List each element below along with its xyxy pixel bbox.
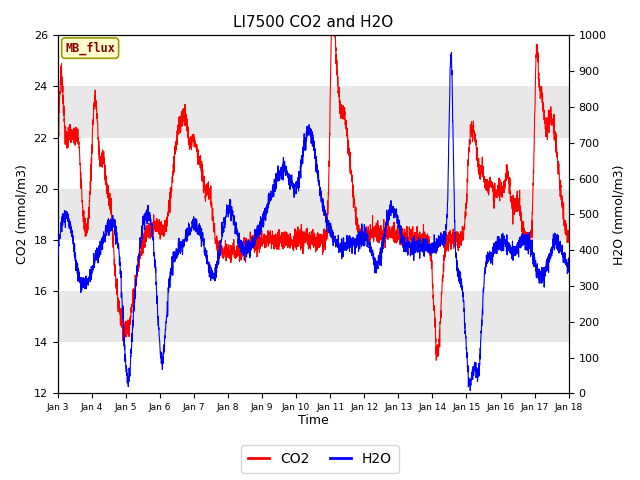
X-axis label: Time: Time: [298, 414, 328, 427]
Text: MB_flux: MB_flux: [65, 41, 115, 55]
Y-axis label: CO2 (mmol/m3): CO2 (mmol/m3): [15, 165, 28, 264]
CO2: [54, 157, 61, 163]
Bar: [58, 240, 569, 291]
Bar: [58, 291, 569, 342]
Y-axis label: H2O (mmol/m3): H2O (mmol/m3): [612, 164, 625, 264]
Bar: [58, 138, 569, 189]
H2O: [112, 231, 120, 237]
H2O: [250, 240, 257, 246]
CO2: [433, 358, 440, 363]
H2O: [142, 217, 150, 223]
Bar: [58, 86, 569, 138]
CO2: [112, 283, 120, 289]
Title: LI7500 CO2 and H2O: LI7500 CO2 and H2O: [233, 15, 393, 30]
H2O: [555, 250, 563, 256]
CO2: [250, 238, 257, 244]
Line: H2O: H2O: [58, 52, 569, 391]
Line: CO2: CO2: [58, 36, 569, 360]
CO2: [142, 239, 150, 244]
CO2: [272, 231, 280, 237]
Legend: CO2, H2O: CO2, H2O: [241, 445, 399, 473]
H2O: [447, 49, 455, 55]
Bar: [58, 36, 569, 86]
Bar: [58, 342, 569, 394]
H2O: [54, 242, 61, 248]
CO2: [565, 234, 573, 240]
CO2: [555, 168, 563, 174]
Bar: [58, 189, 569, 240]
H2O: [467, 388, 474, 394]
H2O: [500, 233, 508, 239]
H2O: [565, 255, 573, 261]
CO2: [328, 33, 335, 38]
H2O: [272, 174, 280, 180]
CO2: [500, 190, 508, 196]
